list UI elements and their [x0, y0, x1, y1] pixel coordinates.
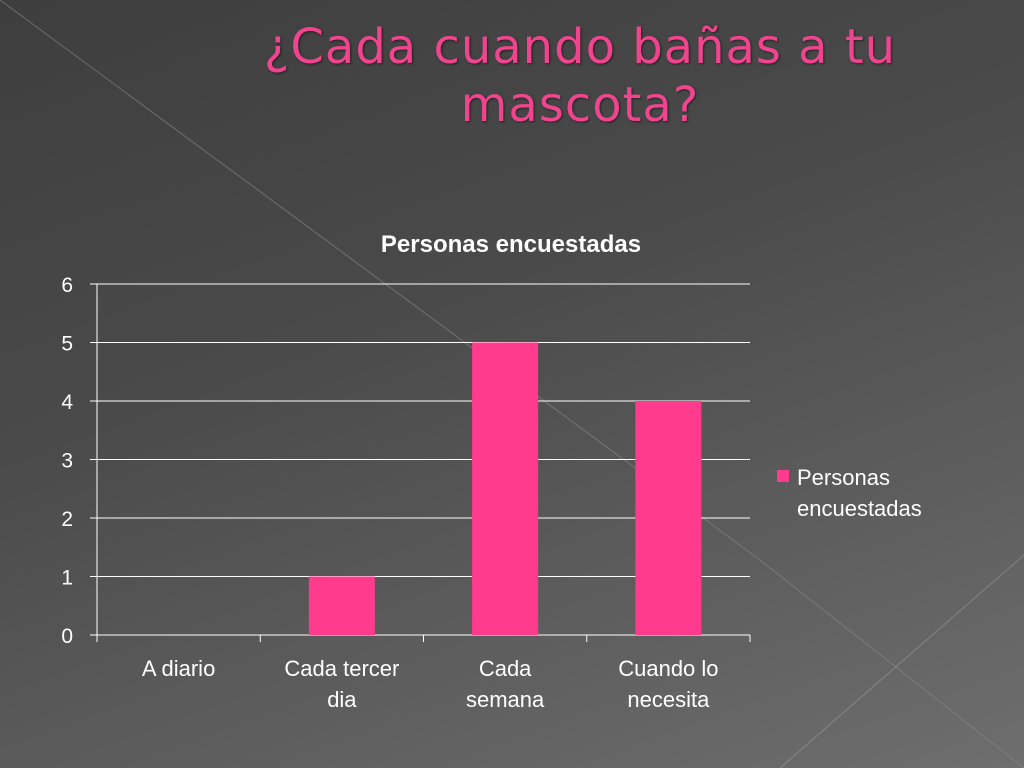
y-tick-label: 6 — [61, 274, 73, 297]
x-category-label: A diario — [142, 656, 215, 681]
legend-label: encuestadas — [797, 496, 922, 521]
y-tick-label: 0 — [61, 625, 73, 648]
y-tick-label: 3 — [61, 450, 73, 473]
chart-title: Personas encuestadas — [381, 231, 641, 258]
x-category-label: necesita — [627, 687, 710, 712]
y-tick-label: 1 — [61, 567, 73, 590]
y-tick-label: 2 — [61, 508, 73, 531]
bars — [308, 342, 702, 635]
x-category-labels: A diario Cada tercer dia Cada semana Cuando l… — [142, 656, 719, 712]
legend-label: Personas — [797, 465, 890, 490]
slide-title: ¿Cada cuando bañas a tu mascota? — [263, 19, 897, 133]
x-category-label: Cada tercer — [284, 656, 399, 681]
bar — [472, 342, 539, 635]
y-tick-label: 4 — [61, 391, 73, 414]
y-tick-label: 5 — [61, 333, 73, 356]
legend-swatch — [777, 470, 789, 482]
x-category-label: dia — [327, 687, 357, 712]
x-category-label: Cada — [479, 656, 532, 681]
bar — [308, 576, 375, 635]
legend: Personas encuestadas — [777, 465, 922, 521]
y-tick-labels: 0 1 2 3 4 5 6 — [61, 274, 73, 648]
x-category-label: semana — [466, 687, 545, 712]
x-category-label: Cuando lo — [618, 656, 718, 681]
bar — [635, 401, 702, 635]
